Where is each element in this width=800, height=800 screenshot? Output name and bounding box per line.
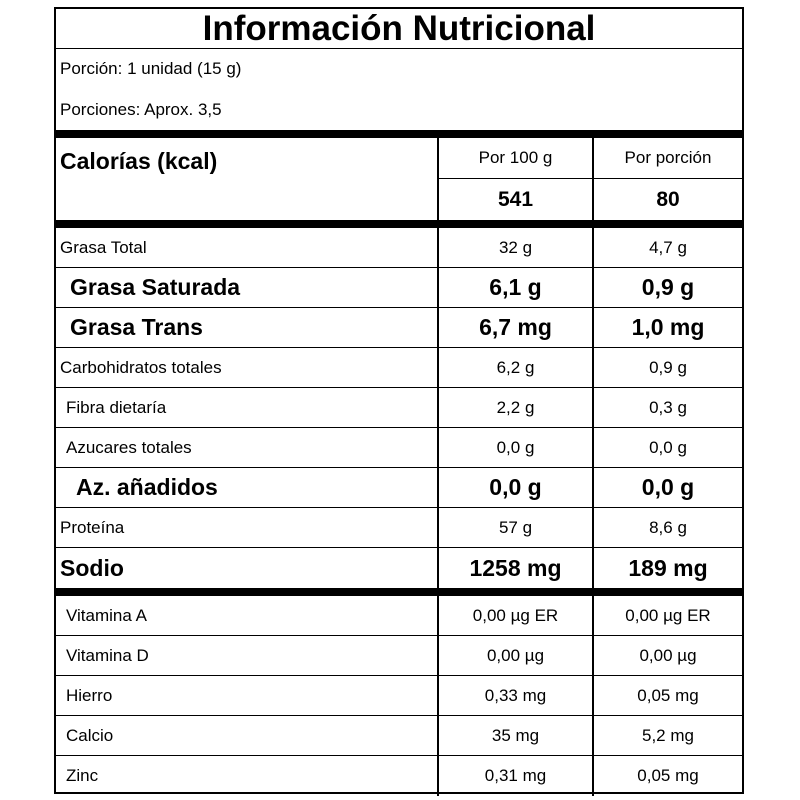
- nutrient-name: Fibra dietaría: [66, 397, 167, 417]
- nutrient-perserving: 189 mg: [592, 548, 742, 588]
- nutrient-row: Grasa Trans 6,7 mg 1,0 mg: [56, 308, 742, 348]
- nutrient-per100: 57 g: [437, 508, 592, 547]
- calories-label: Calorías (kcal): [60, 148, 218, 174]
- thick-divider: [56, 130, 742, 138]
- vitamin-per100: 0,00 µg ER: [437, 596, 592, 635]
- servings-per-container: Porciones: Aprox. 3,5: [60, 100, 222, 119]
- vitamin-row: Vitamina A 0,00 µg ER 0,00 µg ER: [56, 596, 742, 636]
- vitamin-per100: 35 mg: [437, 716, 592, 755]
- vitamin-per100: 0,00 µg: [437, 636, 592, 675]
- nutrient-name: Sodio: [60, 554, 124, 581]
- nutrient-row: Proteína 57 g 8,6 g: [56, 508, 742, 548]
- nutrient-per100: 2,2 g: [437, 388, 592, 427]
- vitamin-perserving: 0,05 mg: [592, 676, 742, 715]
- column-header-perserving: Por porción: [594, 138, 742, 179]
- nutrient-perserving: 4,7 g: [592, 228, 742, 267]
- vitamin-name: Vitamina D: [66, 645, 149, 665]
- vitamin-row: Calcio 35 mg 5,2 mg: [56, 716, 742, 756]
- nutrient-name: Grasa Total: [60, 237, 147, 257]
- nutrient-row: Grasa Saturada 6,1 g 0,9 g: [56, 268, 742, 308]
- nutrient-perserving: 1,0 mg: [592, 308, 742, 347]
- column-header-per100: Por 100 g: [439, 138, 592, 179]
- nutrient-name: Grasa Saturada: [70, 274, 241, 300]
- nutrient-row: Grasa Total 32 g 4,7 g: [56, 228, 742, 268]
- nutrient-name: Azucares totales: [66, 437, 192, 457]
- nutrient-row: Carbohidratos totales 6,2 g 0,9 g: [56, 348, 742, 388]
- nutrient-per100: 1258 mg: [437, 548, 592, 588]
- vitamin-name: Vitamina A: [66, 605, 147, 625]
- nutrient-name: Proteína: [60, 517, 125, 537]
- nutrient-per100: 0,0 g: [437, 468, 592, 507]
- nutrient-row: Sodio 1258 mg 189 mg: [56, 548, 742, 588]
- vitamin-perserving: 5,2 mg: [592, 716, 742, 755]
- calories-value-per100: 541: [497, 187, 534, 211]
- calories-row: Calorías (kcal) Por 100 g 541 Por porció…: [56, 138, 742, 220]
- vitamin-row: Hierro 0,33 mg 0,05 mg: [56, 676, 742, 716]
- vitamin-row: Vitamina D 0,00 µg 0,00 µg: [56, 636, 742, 676]
- nutrient-per100: 32 g: [437, 228, 592, 267]
- vitamin-name: Calcio: [66, 725, 114, 745]
- nutrient-perserving: 0,0 g: [592, 468, 742, 507]
- nutrient-perserving: 0,0 g: [592, 428, 742, 467]
- nutrient-per100: 0,0 g: [437, 428, 592, 467]
- thick-divider: [56, 588, 742, 596]
- calories-col-perserving: Por porción 80: [592, 138, 742, 220]
- vitamin-per100: 0,33 mg: [437, 676, 592, 715]
- nutrient-row: Fibra dietaría 2,2 g 0,3 g: [56, 388, 742, 428]
- nutrient-perserving: 0,9 g: [592, 348, 742, 387]
- calories-value-perserving: 80: [656, 187, 680, 211]
- serving-size: Porción: 1 unidad (15 g): [60, 59, 242, 78]
- nutrition-facts-label: Información Nutricional Porción: 1 unida…: [54, 7, 744, 796]
- nutrient-name: Az. añadidos: [76, 474, 218, 500]
- vitamin-name: Zinc: [66, 766, 99, 785]
- nutrient-perserving: 0,3 g: [592, 388, 742, 427]
- vitamin-perserving: 0,00 µg ER: [592, 596, 742, 635]
- vitamin-name: Hierro: [66, 685, 113, 705]
- vitamin-row: Zinc 0,31 mg 0,05 mg: [56, 756, 742, 796]
- vitamin-perserving: 0,05 mg: [592, 756, 742, 796]
- thick-divider: [56, 220, 742, 228]
- vitamin-perserving: 0,00 µg: [592, 636, 742, 675]
- label-title: Información Nutricional: [56, 9, 742, 49]
- vitamin-per100: 0,31 mg: [437, 756, 592, 796]
- nutrient-name: Grasa Trans: [70, 314, 203, 340]
- nutrient-name: Carbohidratos totales: [60, 357, 222, 377]
- nutrient-row: Az. añadidos 0,0 g 0,0 g: [56, 468, 742, 508]
- nutrient-row: Azucares totales 0,0 g 0,0 g: [56, 428, 742, 468]
- nutrient-perserving: 0,9 g: [592, 268, 742, 307]
- nutrient-perserving: 8,6 g: [592, 508, 742, 547]
- calories-col-per100: Por 100 g 541: [437, 138, 592, 220]
- nutrient-per100: 6,1 g: [437, 268, 592, 307]
- nutrient-per100: 6,2 g: [437, 348, 592, 387]
- nutrient-per100: 6,7 mg: [437, 308, 592, 347]
